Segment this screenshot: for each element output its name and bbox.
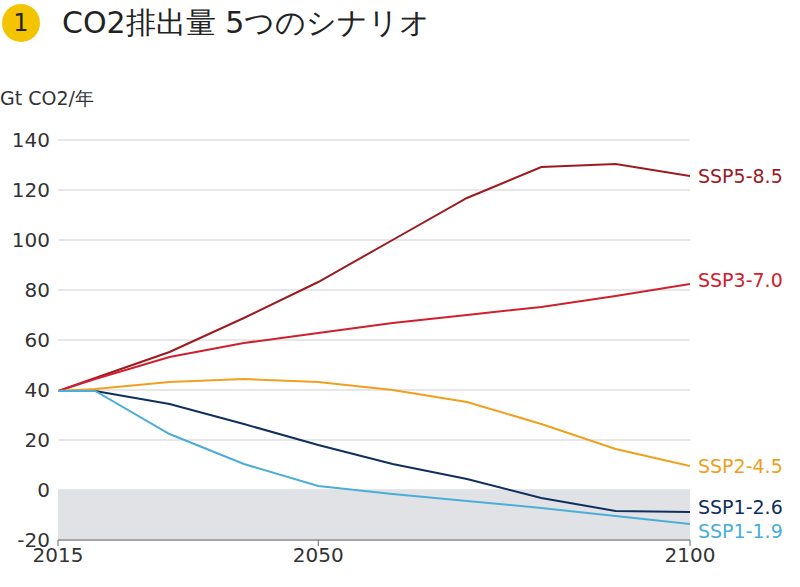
svg-text:40: 40 xyxy=(25,378,50,402)
svg-text:SSP1-2.6: SSP1-2.6 xyxy=(698,496,783,518)
html-text:1: 1 xyxy=(13,9,29,37)
svg-text:0: 0 xyxy=(37,478,50,502)
svg-text:20: 20 xyxy=(25,428,50,452)
svg-text:SSP3-7.0: SSP3-7.0 xyxy=(698,269,783,291)
svg-text:-20: -20 xyxy=(17,528,50,552)
svg-text:SSP5-8.5: SSP5-8.5 xyxy=(698,165,783,187)
html-text:CO2排出量 5つのシナリオ: CO2排出量 5つのシナリオ xyxy=(62,5,431,40)
svg-text:2050: 2050 xyxy=(293,543,344,567)
svg-text:120: 120 xyxy=(12,178,50,202)
svg-text:2100: 2100 xyxy=(665,543,716,567)
html-text:Gt CO2/年: Gt CO2/年 xyxy=(0,87,94,109)
svg-text:140: 140 xyxy=(12,128,50,152)
svg-text:SSP2-4.5: SSP2-4.5 xyxy=(698,455,783,477)
svg-text:80: 80 xyxy=(25,278,50,302)
svg-text:60: 60 xyxy=(25,328,50,352)
svg-text:SSP1-1.9: SSP1-1.9 xyxy=(698,520,783,542)
svg-text:100: 100 xyxy=(12,228,50,252)
